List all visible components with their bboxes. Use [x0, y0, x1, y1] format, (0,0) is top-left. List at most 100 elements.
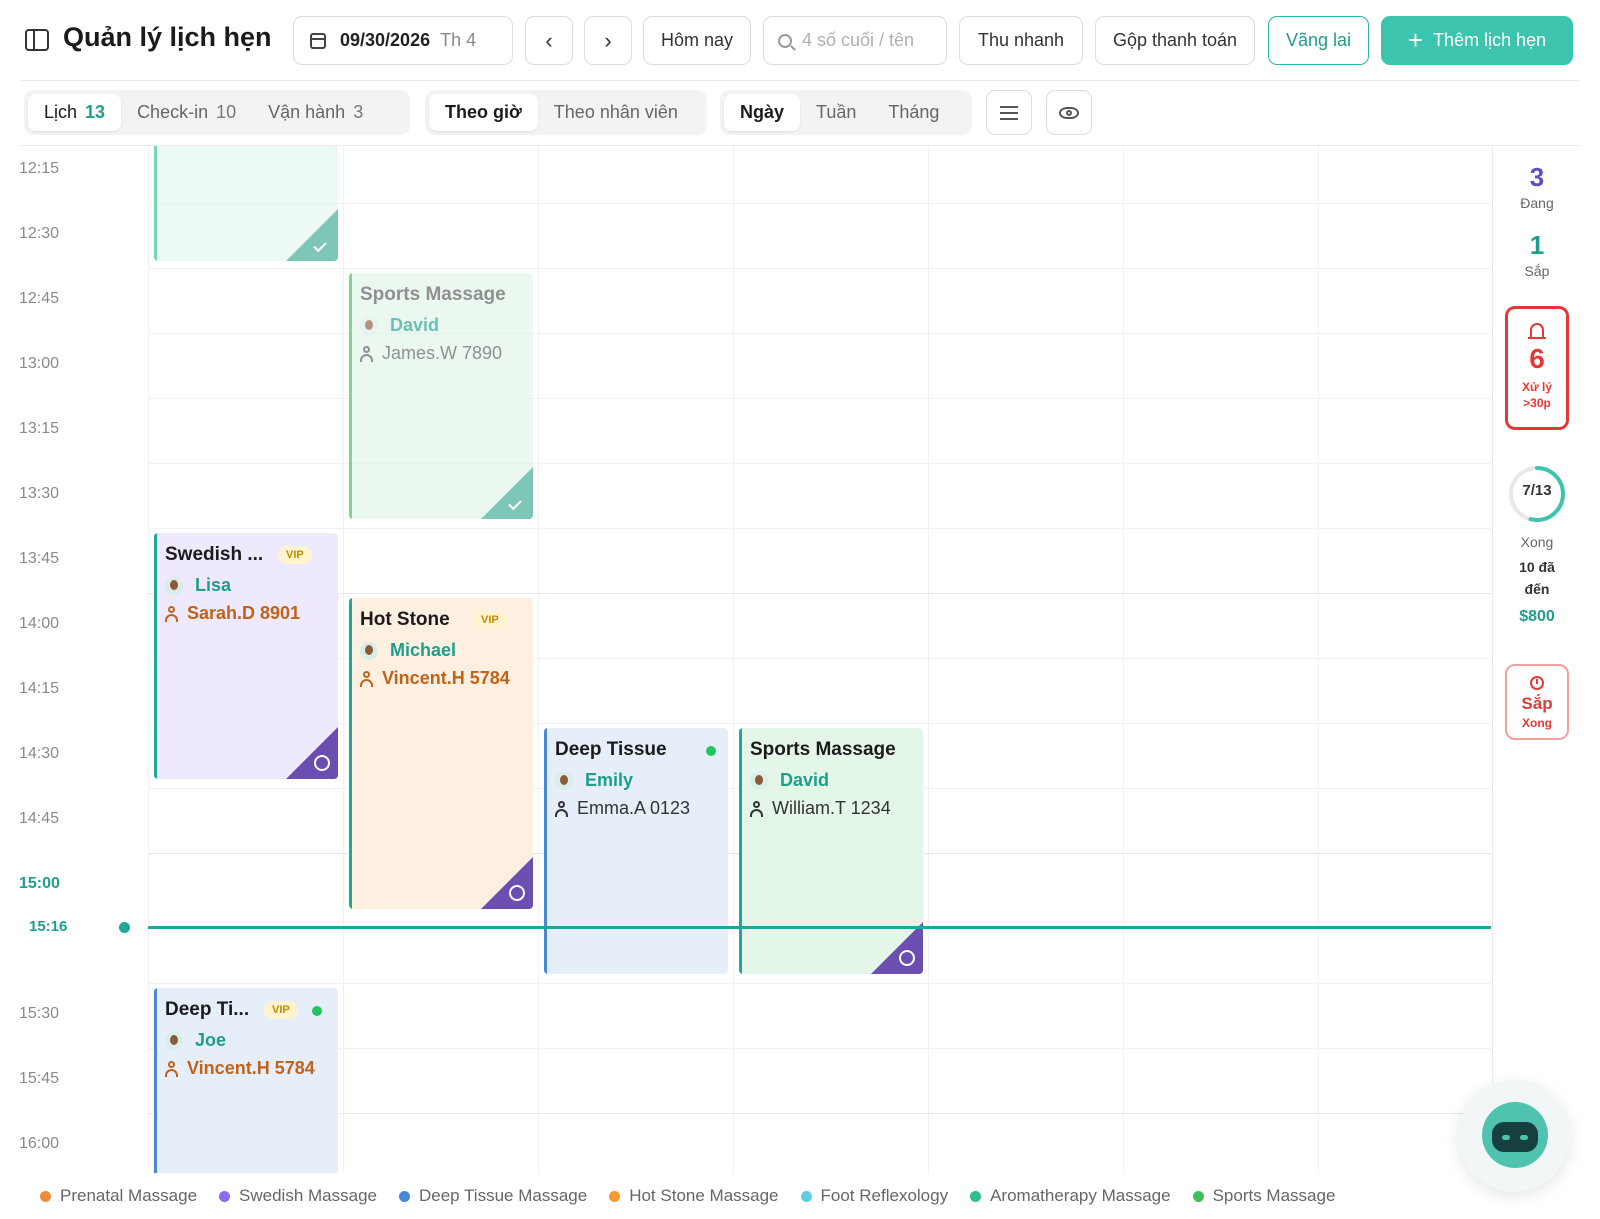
slot-line [148, 528, 1491, 529]
status-corner [286, 727, 338, 779]
tab-month[interactable]: Tháng [888, 102, 940, 122]
customer-name: Vincent.H 5784 [382, 668, 510, 688]
tab-operations[interactable]: Vận hành 3 [252, 94, 379, 131]
assistant-bot-button[interactable] [1458, 1080, 1570, 1192]
legend-dot [800, 1190, 812, 1202]
time-label: 13:15 [19, 420, 60, 437]
customer-name: James.W 7890 [382, 343, 503, 363]
staff-avatar [360, 316, 378, 335]
header-divider [20, 80, 1580, 81]
legend-label: Sports Massage [1212, 1186, 1336, 1205]
legend-item: Sports Massage [1192, 1186, 1336, 1206]
current-time-line [148, 926, 1491, 929]
person-icon [165, 1060, 179, 1077]
overdue-alert-card[interactable]: 6 Xử lý >30p [1505, 306, 1569, 430]
time-label-current-hour: 15:00 [19, 875, 60, 892]
page-header: Quản lý lịch hẹn 09/30/2026 Th 4 ‹ › Hôm… [20, 16, 1580, 66]
appointment-card[interactable]: Sports Massage David William.T 1234 [739, 728, 923, 974]
search-icon [778, 33, 792, 48]
tab-count: 10 [216, 102, 237, 122]
time-label: 12:30 [19, 225, 60, 242]
appointment-card[interactable]: Sports Massage David James.W 7890 [349, 273, 533, 519]
completion-ring: 7/13 [1507, 464, 1567, 524]
list-view-button[interactable] [986, 90, 1032, 135]
current-time-dot [119, 922, 130, 933]
person-icon [360, 345, 374, 362]
staff-name: Lisa [195, 575, 232, 595]
current-date: 09/30/2026 [340, 30, 431, 50]
upcoming-label: Sắp [1524, 263, 1550, 279]
time-label: 14:15 [19, 680, 60, 697]
staff-name: David [390, 315, 440, 335]
tab-calendar[interactable]: Lịch 13 [28, 94, 122, 131]
time-label: 13:45 [19, 550, 60, 567]
legend-item: Swedish Massage [219, 1186, 377, 1206]
slot-line [148, 983, 1491, 984]
appointment-card[interactable] [154, 146, 338, 261]
staff-avatar [165, 576, 183, 595]
add-appointment-button[interactable]: + Thêm lịch hẹn [1381, 16, 1573, 65]
appointment-customer: Emma.A 0123 [555, 798, 690, 819]
staff-avatar [360, 641, 378, 660]
walk-in-button[interactable]: Vãng lai [1268, 16, 1369, 65]
hour-line [148, 1113, 1491, 1114]
completion-label: Xong [1520, 534, 1554, 550]
pending-circle-icon [899, 950, 915, 966]
robot-face [1492, 1122, 1538, 1152]
tab-label: Check-in [137, 102, 209, 122]
appointment-staff: Lisa [165, 575, 231, 596]
tab-day[interactable]: Ngày [724, 94, 801, 131]
column-divider [1123, 146, 1124, 1173]
legend-dot [219, 1190, 231, 1202]
status-corner [871, 922, 923, 974]
hour-line [148, 593, 1491, 594]
appointment-staff: Joe [165, 1030, 226, 1051]
appointment-card[interactable]: Swedish ... VIP Lisa Sarah.D 8901 [154, 533, 338, 779]
person-icon [750, 800, 764, 817]
chevron-right-icon: › [604, 27, 612, 53]
staff-name: Michael [390, 640, 457, 660]
today-button[interactable]: Hôm nay [643, 16, 751, 65]
next-day-button[interactable]: › [584, 16, 632, 65]
slot-line [148, 658, 1491, 659]
merge-payment-button[interactable]: Gộp thanh toán [1095, 16, 1255, 65]
summary-panel: 3 Đang 1 Sắp 6 Xử lý >30p 7/13 Xong 10 đ… [1492, 146, 1580, 1173]
in-progress-count: 3 [1529, 162, 1545, 192]
in-progress-stat[interactable]: 3 Đang [1493, 162, 1581, 211]
appointment-card[interactable]: Deep Ti... VIP Joe Vincent.H 5784 [154, 988, 338, 1173]
soon-done-card[interactable]: Sắp Xong [1505, 664, 1569, 740]
arrived-line2: đến [1524, 581, 1550, 597]
slot-line [148, 268, 1491, 269]
tab-check-in[interactable]: Check-in 10 [121, 94, 252, 131]
quick-collect-button[interactable]: Thu nhanh [959, 16, 1083, 65]
date-picker-button[interactable]: 09/30/2026 Th 4 [293, 16, 513, 65]
range-tabs: Ngày Tuần Tháng [720, 90, 972, 135]
service-legend: Prenatal Massage Swedish Massage Deep Ti… [40, 1186, 1357, 1206]
check-icon [313, 238, 327, 253]
appointment-card[interactable]: Deep Tissue Emily Emma.A 0123 [544, 728, 728, 974]
appointment-card[interactable]: Hot Stone VIP Michael Vincent.H 5784 [349, 598, 533, 909]
appointment-service: Deep Tissue [555, 739, 667, 760]
tab-by-time[interactable]: Theo giờ [429, 94, 538, 131]
legend-label: Swedish Massage [239, 1186, 377, 1205]
previous-day-button[interactable]: ‹ [525, 16, 573, 65]
legend-dot [609, 1190, 621, 1202]
legend-item: Foot Reflexology [800, 1186, 948, 1206]
staff-avatar [555, 771, 573, 790]
visibility-button[interactable] [1046, 90, 1092, 135]
sidebar-toggle-icon[interactable] [25, 29, 49, 51]
search-input[interactable] [802, 30, 942, 51]
tab-week[interactable]: Tuần [816, 102, 857, 122]
vip-badge: VIP [473, 611, 507, 629]
slot-line [148, 463, 1491, 464]
appointment-staff: David [360, 315, 439, 336]
slot-line [148, 398, 1491, 399]
tab-by-staff[interactable]: Theo nhân viên [553, 102, 678, 122]
staff-name: Joe [195, 1030, 227, 1050]
person-icon [360, 670, 374, 687]
ring-progress [1509, 466, 1565, 522]
time-label: 15:45 [19, 1070, 60, 1087]
legend-dot [399, 1190, 410, 1202]
in-progress-dot [706, 746, 716, 756]
upcoming-stat[interactable]: 1 Sắp [1493, 230, 1581, 279]
